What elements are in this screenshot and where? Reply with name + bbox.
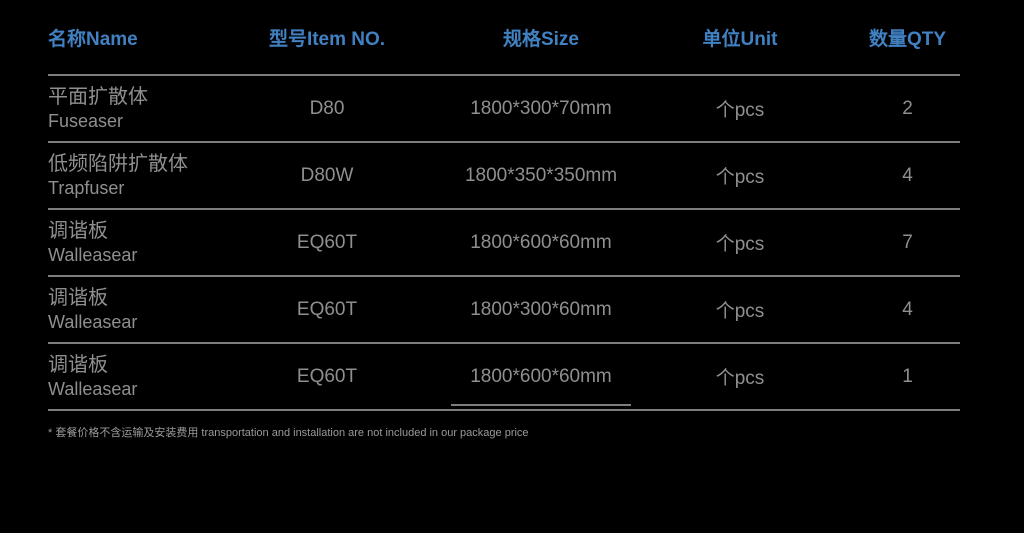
cell-qty: 2 — [902, 97, 913, 119]
cell-product-name: 调谐板 Walleasear — [48, 285, 263, 334]
cell-size: 1800*600*60mm — [391, 344, 691, 409]
product-name-cn: 调谐板 — [48, 354, 108, 376]
cell-product-name: 平面扩散体 Fuseaser — [48, 84, 263, 133]
products-table: 名称Name 型号Item NO. 规格Size 单位Unit 数量QTY 平面… — [48, 0, 960, 411]
cell-item-no: EQ60T — [296, 298, 358, 320]
header-cell-qty: 数量QTY — [868, 28, 947, 50]
size-underline — [451, 404, 631, 406]
cell-item-no: EQ60T — [296, 365, 358, 387]
cell-unit: 个pcs — [715, 167, 765, 188]
product-name-cn: 调谐板 — [48, 220, 108, 242]
cell-qty: 7 — [902, 231, 913, 253]
product-name-en: Walleasear — [48, 312, 138, 332]
cell-product-name: 调谐板 Walleasear — [48, 218, 263, 267]
product-name-cn: 平面扩散体 — [48, 86, 148, 108]
cell-size: 1800*300*60mm — [391, 277, 691, 342]
cell-unit: 个pcs — [715, 301, 765, 322]
cell-qty: 1 — [902, 365, 913, 387]
cell-qty: 4 — [902, 298, 913, 320]
product-name-en: Fuseaser — [48, 111, 124, 131]
cell-size: 1800*300*70mm — [391, 76, 691, 141]
product-name-en: Walleasear — [48, 379, 138, 399]
cell-product-name: 低频陷阱扩散体 Trapfuser — [48, 151, 263, 200]
table-row: 调谐板 Walleasear EQ60T 1800*600*60mm 个pcs … — [48, 210, 960, 277]
table-row: 调谐板 Walleasear EQ60T 1800*300*60mm 个pcs … — [48, 277, 960, 344]
table-body: 平面扩散体 Fuseaser D80 1800*300*70mm 个pcs 2 … — [48, 76, 960, 411]
cell-size: 1800*600*60mm — [391, 210, 691, 275]
size-value: 1800*350*350mm — [464, 164, 618, 186]
cell-size: 1800*350*350mm — [391, 143, 691, 208]
size-value: 1800*600*60mm — [470, 365, 612, 387]
size-value: 1800*600*60mm — [470, 231, 612, 253]
table-row: 调谐板 Walleasear EQ60T 1800*600*60mm 个pcs … — [48, 344, 960, 411]
header-cell-item-no: 型号Item NO. — [268, 28, 386, 50]
table-row: 低频陷阱扩散体 Trapfuser D80W 1800*350*350mm 个p… — [48, 143, 960, 210]
cell-item-no: D80W — [300, 164, 354, 186]
cell-product-name: 调谐板 Walleasear — [48, 352, 263, 401]
cell-unit: 个pcs — [715, 368, 765, 389]
cell-qty: 4 — [902, 164, 913, 186]
product-name-cn: 调谐板 — [48, 287, 108, 309]
cell-unit: 个pcs — [715, 100, 765, 121]
header-cell-name: 名称Name — [48, 28, 138, 50]
header-cell-size: 规格Size — [502, 28, 580, 50]
table-header-row: 名称Name 型号Item NO. 规格Size 单位Unit 数量QTY — [48, 0, 960, 76]
cell-unit: 个pcs — [715, 234, 765, 255]
product-name-en: Walleasear — [48, 245, 138, 265]
cell-item-no: EQ60T — [296, 231, 358, 253]
header-cell-unit: 单位Unit — [702, 28, 778, 50]
cell-item-no: D80 — [309, 97, 345, 119]
product-name-en: Trapfuser — [48, 178, 125, 198]
product-name-cn: 低频陷阱扩散体 — [48, 153, 188, 175]
footnote-text: * 套餐价格不含运输及安装费用 transportation and insta… — [48, 427, 529, 439]
size-value: 1800*300*70mm — [470, 97, 612, 119]
size-value: 1800*300*60mm — [470, 298, 612, 320]
table-row: 平面扩散体 Fuseaser D80 1800*300*70mm 个pcs 2 — [48, 76, 960, 143]
